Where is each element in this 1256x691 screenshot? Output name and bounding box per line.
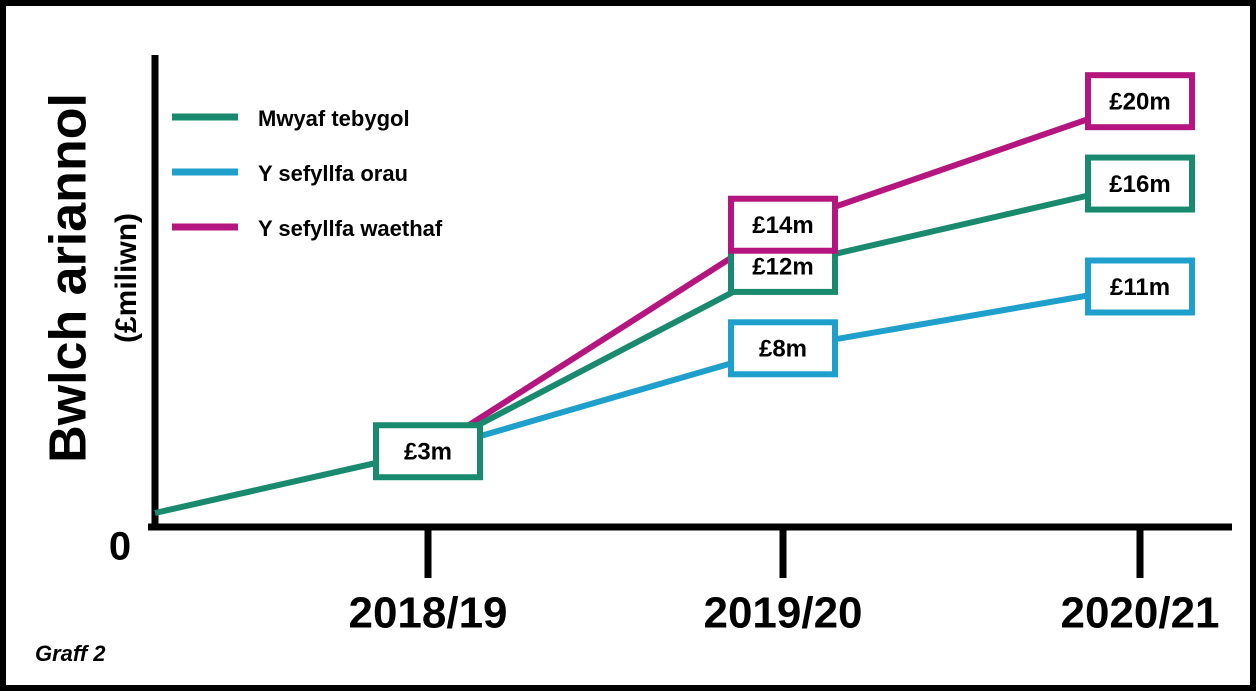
value-label-box bbox=[1085, 72, 1195, 131]
y-axis-label: Bwlch ariannol bbox=[40, 93, 98, 463]
value-label: £20m bbox=[1109, 89, 1170, 116]
value-label: £3m bbox=[404, 439, 452, 466]
value-label-box bbox=[728, 319, 838, 378]
value-label: £14m bbox=[752, 212, 813, 239]
x-tick-label: 2018/19 bbox=[348, 589, 507, 638]
x-tick-label: 2019/20 bbox=[703, 589, 862, 638]
value-label: £8m bbox=[759, 336, 807, 363]
value-label: £16m bbox=[1109, 171, 1170, 198]
series-line bbox=[154, 180, 1141, 516]
value-label: £11m bbox=[1110, 274, 1170, 301]
value-label-box bbox=[728, 195, 838, 254]
y-axis-sublabel: (£miliwn) bbox=[110, 213, 143, 343]
value-label-box bbox=[1085, 154, 1195, 213]
x-tick-label: 2020/21 bbox=[1060, 589, 1219, 638]
legend-label: Mwyaf tebygol bbox=[258, 106, 410, 131]
value-label-box bbox=[1085, 257, 1195, 316]
y-tick-label: 0 bbox=[109, 525, 131, 569]
legend-label: Y sefyllfa waethaf bbox=[258, 216, 443, 241]
footnote: Graff 2 bbox=[35, 641, 106, 666]
value-label-box bbox=[373, 422, 483, 481]
value-label: £12m bbox=[752, 253, 813, 280]
legend-label: Y sefyllfa orau bbox=[258, 161, 408, 186]
